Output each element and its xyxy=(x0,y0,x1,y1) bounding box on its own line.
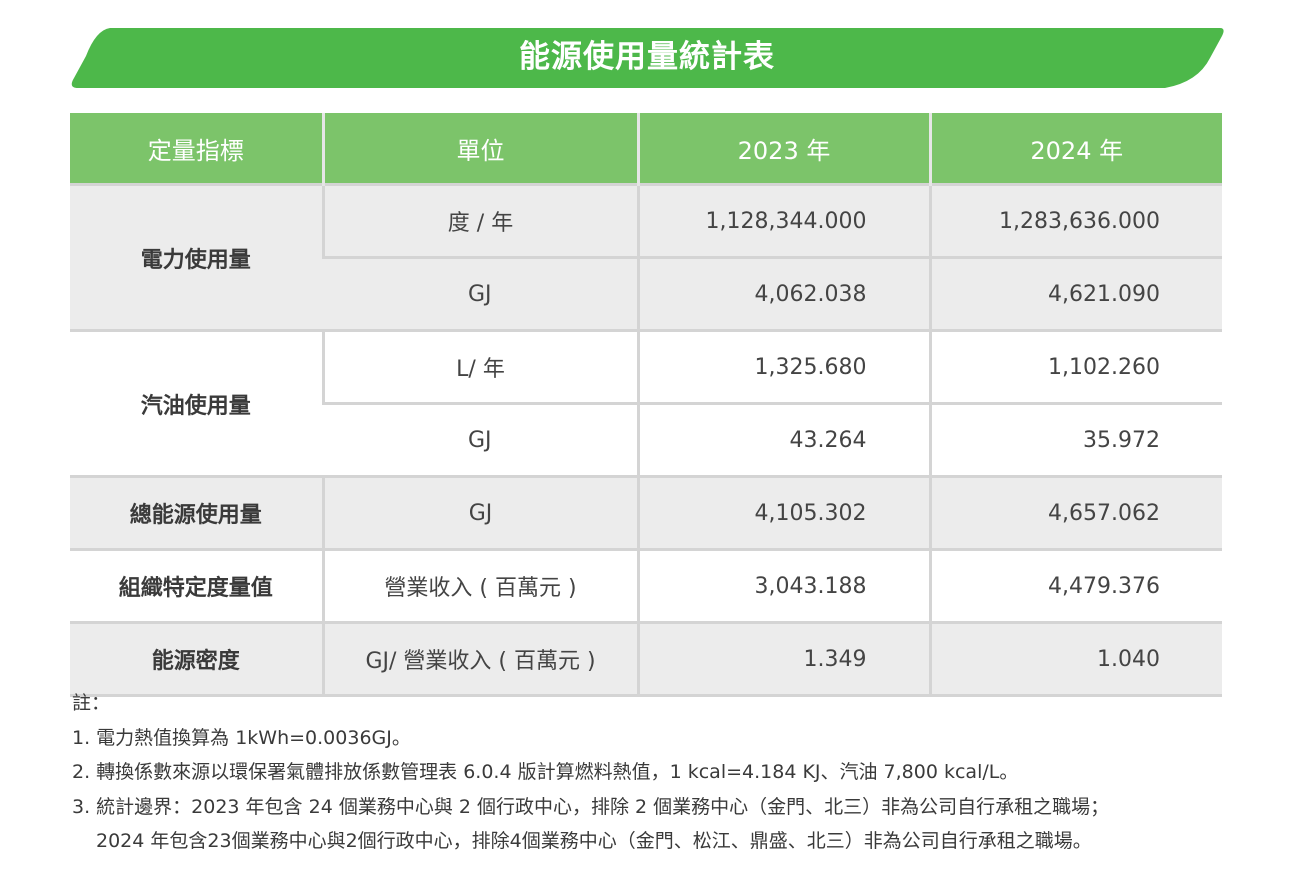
cell-value-2024: 1,283,636.000 xyxy=(928,183,1222,258)
cell-value-2024: 1,102.260 xyxy=(928,329,1222,404)
notes-heading: 註： xyxy=(72,692,111,714)
cell-value-2024: 4,657.062 xyxy=(928,475,1222,550)
cell-value-2023: 43.264 xyxy=(636,402,930,477)
table-row: 組織特定度量值 營業收入 ( 百萬元 ) 3,043.188 4,479.376 xyxy=(70,548,1222,623)
cell-unit: 度 / 年 xyxy=(321,183,638,258)
cell-value-2024: 1.040 xyxy=(928,621,1222,697)
table-row: GJ 4,062.038 4,621.090 xyxy=(70,256,1222,331)
cell-unit: GJ xyxy=(321,475,638,550)
table-row: 能源密度 GJ/ 營業收入 ( 百萬元 ) 1.349 1.040 xyxy=(70,621,1222,697)
table-row: GJ 43.264 35.972 xyxy=(70,402,1222,477)
cell-value-2024: 35.972 xyxy=(928,402,1222,477)
cell-value-2023: 1,128,344.000 xyxy=(636,183,930,258)
row-label-total: 總能源使用量 xyxy=(70,475,323,550)
table-title: 能源使用量統計表 xyxy=(519,39,775,75)
cell-value-2023: 4,105.302 xyxy=(636,475,930,550)
cell-unit: GJ/ 營業收入 ( 百萬元 ) xyxy=(321,621,638,697)
row-label-org-metric: 組織特定度量值 xyxy=(70,548,323,623)
note-3: 3. 統計邊界：2023 年包含 24 個業務中心與 2 個行政中心，排除 2 … xyxy=(72,795,1110,818)
row-label-electricity: 電力使用量 xyxy=(70,183,323,331)
cell-value-2024: 4,479.376 xyxy=(928,548,1222,623)
table-header-row: 定量指標 單位 2023 年 2024 年 xyxy=(70,113,1222,185)
table-row: 電力使用量 度 / 年 1,128,344.000 1,283,636.000 xyxy=(70,183,1222,331)
header-unit: 單位 xyxy=(321,113,638,185)
cell-unit: GJ xyxy=(323,402,638,477)
header-indicator: 定量指標 xyxy=(70,113,323,185)
note-3-continued: 2024 年包含23個業務中心與2個行政中心，排除4個業務中心（金門、松江、鼎盛… xyxy=(96,830,1092,852)
banner-shape xyxy=(71,28,1224,88)
cell-unit: L/ 年 xyxy=(321,329,638,404)
note-2: 2. 轉換係數來源以環保署氣體排放係數管理表 6.0.4 版計算燃料熱值，1 k… xyxy=(72,761,1019,783)
cell-value-2023: 1,325.680 xyxy=(636,329,930,404)
cell-value-2023: 1.349 xyxy=(636,621,930,697)
header-2024: 2024 年 xyxy=(928,113,1222,185)
cell-unit: GJ xyxy=(323,256,638,331)
header-2023: 2023 年 xyxy=(636,113,930,185)
title-banner: 能源使用量統計表 xyxy=(70,26,1224,92)
energy-usage-table: 定量指標 單位 2023 年 2024 年 電力使用量 度 / 年 1,128,… xyxy=(70,113,1222,697)
row-label-intensity: 能源密度 xyxy=(70,621,323,697)
row-label-gasoline: 汽油使用量 xyxy=(70,329,323,477)
cell-value-2023: 4,062.038 xyxy=(636,256,930,331)
note-1: 1. 電力熱值換算為 1kWh=0.0036GJ。 xyxy=(72,726,411,749)
table-row: 總能源使用量 GJ 4,105.302 4,657.062 xyxy=(70,475,1222,550)
cell-value-2023: 3,043.188 xyxy=(636,548,930,623)
cell-value-2024: 4,621.090 xyxy=(928,256,1222,331)
table-row: 汽油使用量 L/ 年 1,325.680 1,102.260 xyxy=(70,329,1222,477)
footnotes: 註： 1. 電力熱值換算為 1kWh=0.0036GJ。 2. 轉換係數來源以環… xyxy=(72,686,1252,859)
cell-unit: 營業收入 ( 百萬元 ) xyxy=(321,548,638,623)
